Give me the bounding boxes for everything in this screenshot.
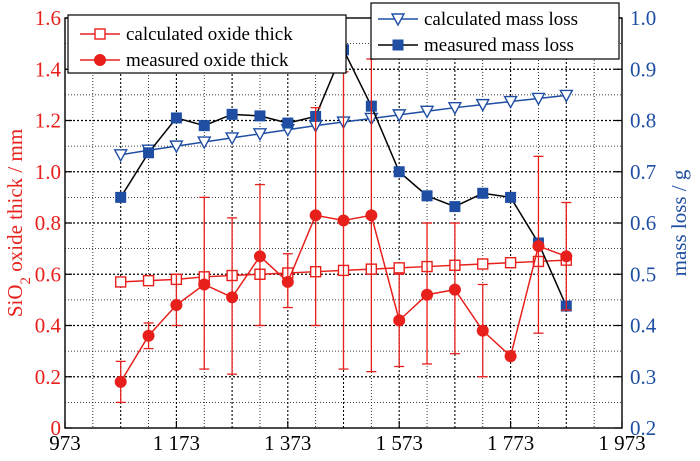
legend-left-box [67, 14, 347, 74]
axes-layer: 973 1 173 1 373 1 573 1 773 1 973 0 0.2 0.4 0.6 0.… [3, 6, 691, 455]
left-y-tick-label: 0.6 [35, 262, 61, 286]
filled-square-marker [421, 190, 433, 202]
filled-square-marker [115, 191, 127, 203]
open-square-marker [94, 28, 106, 40]
open-square-marker [393, 262, 405, 274]
filled-circle-marker [532, 240, 545, 253]
filled-square-marker [449, 201, 461, 213]
right-y-tick-label: 0.8 [630, 109, 656, 133]
open-square-marker [477, 258, 489, 270]
series-measured-oxide-thick [114, 58, 573, 404]
legend-label: calculated mass loss [424, 9, 578, 30]
open-triangle-marker [392, 109, 407, 123]
filled-circle-marker [365, 209, 378, 222]
left-y-tick-label: 0.2 [35, 365, 61, 389]
legend-layer: calculated oxide thick measured oxide thi… [67, 2, 620, 74]
x-tick-label: 1 173 [153, 431, 200, 455]
filled-square-marker [226, 108, 238, 120]
right-y-tick-label: 0.7 [630, 160, 656, 184]
filled-square-marker [392, 39, 404, 51]
x-tick-label: 1 573 [376, 431, 423, 455]
filled-square-marker [170, 112, 182, 124]
legend-label: measured mass loss [424, 35, 574, 56]
filled-square-marker [143, 147, 155, 159]
filled-circle-marker [476, 324, 489, 337]
right-y-tick-label: 0.6 [630, 211, 656, 235]
open-triangle-marker [113, 149, 128, 163]
left-y-tick-label: 0.4 [35, 314, 62, 338]
x-tick-label: 1 973 [598, 431, 645, 455]
right-y-tick-label: 0.2 [630, 416, 656, 440]
left-axis-title: SiO2 oxide thick / mm [3, 129, 34, 317]
open-triangle-marker [447, 101, 463, 116]
left-y-tick-label: 1.6 [35, 6, 61, 30]
filled-circle-marker [114, 375, 127, 388]
left-y-tick-label: 0.8 [35, 211, 61, 235]
open-triangle-marker [252, 128, 268, 142]
right-y-tick-label: 0.3 [630, 365, 656, 389]
open-triangle-marker [559, 89, 574, 103]
right-y-tick-label: 0.4 [630, 314, 657, 338]
filled-circle-marker [337, 214, 350, 227]
legend-right: calculated mass loss measured mass loss [370, 2, 620, 60]
legend-label: calculated oxide thick [126, 24, 293, 45]
filled-circle-marker [393, 314, 406, 327]
filled-circle-marker [170, 299, 183, 311]
open-triangle-marker [390, 13, 406, 27]
filled-circle-marker [421, 288, 434, 301]
filled-square-marker [393, 166, 405, 178]
left-y-tick-label: 1.2 [35, 109, 61, 133]
legend-label: measured oxide thick [126, 50, 289, 71]
open-triangle-marker [197, 136, 212, 150]
left-y-tick-label: 1.0 [35, 160, 61, 184]
open-triangle-marker [169, 140, 184, 154]
filled-circle-marker [198, 278, 211, 291]
left-y-tick-label: 0 [51, 416, 62, 440]
filled-circle-marker [142, 329, 155, 342]
right-axis-title: mass loss / g [667, 169, 691, 276]
x-tick-label: 1 373 [264, 431, 311, 455]
filled-square-marker [505, 191, 517, 203]
filled-circle-marker [226, 291, 239, 304]
filled-square-marker [198, 120, 210, 132]
open-square-marker [114, 276, 127, 288]
legend-right-box [370, 2, 620, 60]
filled-circle-marker [448, 283, 461, 296]
filled-square-marker [477, 187, 489, 199]
open-triangle-marker [503, 95, 518, 109]
legend-left: calculated oxide thick measured oxide thi… [67, 14, 347, 74]
left-y-tick-label: 1.4 [35, 57, 62, 81]
filled-circle-marker [560, 250, 573, 263]
filled-circle-marker [94, 54, 106, 66]
filled-square-marker [282, 117, 294, 129]
series-calculated-mass-loss [113, 89, 574, 163]
open-triangle-marker [531, 92, 546, 106]
open-triangle-marker [224, 132, 240, 146]
series-layer [113, 44, 574, 404]
filled-circle-marker [281, 275, 294, 288]
right-y-tick-label: 1.0 [630, 6, 656, 30]
open-triangle-marker [475, 98, 490, 113]
x-tick-label: 973 [49, 431, 81, 455]
open-square-marker [504, 257, 517, 269]
open-triangle-marker [419, 105, 435, 119]
filled-square-marker [254, 110, 266, 122]
open-square-marker [142, 274, 155, 287]
right-y-tick-label: 0.5 [630, 262, 656, 286]
filled-circle-marker [504, 350, 517, 363]
filled-circle-marker [309, 209, 322, 222]
right-y-tick-label: 0.9 [630, 57, 656, 81]
filled-circle-marker [253, 250, 266, 263]
x-tick-label: 1 773 [487, 431, 534, 455]
